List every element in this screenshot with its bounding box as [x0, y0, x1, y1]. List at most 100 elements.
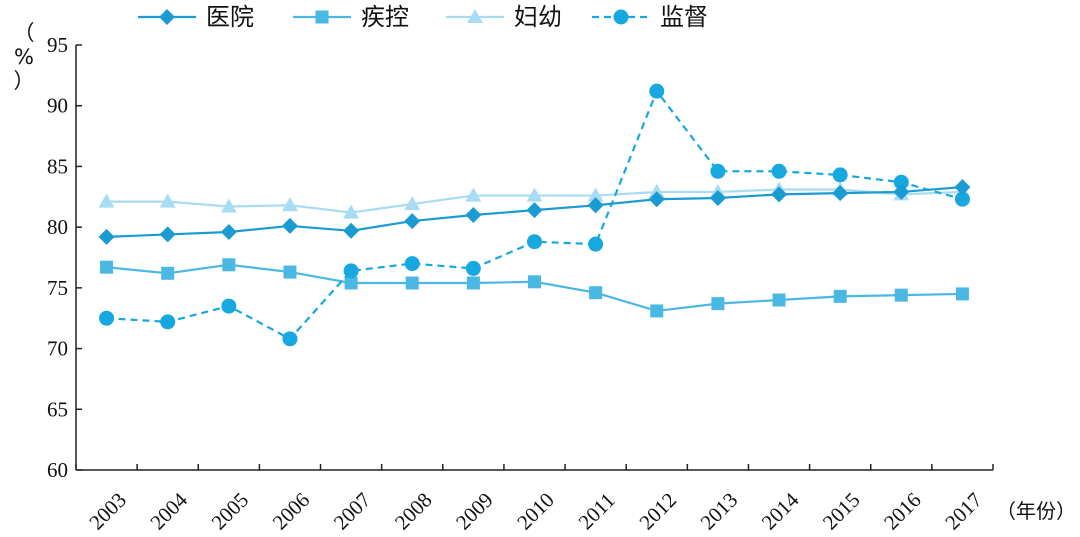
data-point: [954, 191, 970, 207]
y-tick-label: 80: [47, 215, 68, 239]
data-point: [588, 236, 604, 252]
x-tick-label: 2016: [879, 488, 926, 535]
y-tick-label: 75: [47, 276, 68, 300]
data-point: [281, 197, 298, 212]
data-point: [772, 293, 786, 307]
y-tick-label: 60: [47, 458, 68, 482]
legend-item: 疾控: [293, 3, 409, 31]
data-point: [893, 183, 910, 200]
legend-label: 医院: [206, 3, 254, 31]
data-point: [648, 191, 665, 208]
y-axis-title: （%）: [14, 21, 35, 93]
data-point: [587, 187, 604, 202]
axes: 60 65 70 75 80 85 90 95 2003 2004 2005 2006 2007 2008…: [47, 33, 994, 535]
legend-marker: [613, 9, 629, 25]
data-point: [343, 263, 359, 279]
x-tick-label: 2013: [696, 488, 743, 535]
data-point: [282, 331, 298, 347]
series-1: [100, 258, 969, 318]
data-point: [771, 163, 787, 179]
data-point: [405, 276, 419, 290]
data-point: [526, 187, 543, 202]
data-point: [466, 276, 480, 290]
data-point: [709, 190, 726, 206]
x-tick-label: 2005: [207, 488, 254, 535]
data-point: [100, 260, 114, 274]
data-point: [222, 258, 236, 272]
x-tick-label: 2008: [390, 488, 437, 535]
data-point: [587, 197, 604, 214]
data-point: [465, 207, 482, 223]
data-point: [526, 202, 543, 219]
y-axis-title-char: ）: [14, 69, 35, 93]
legend-marker: [467, 9, 483, 23]
data-point: [344, 276, 358, 290]
series-3: [99, 83, 970, 347]
data-point: [281, 217, 298, 234]
data-point: [648, 183, 665, 198]
data-point: [589, 286, 603, 300]
data-point: [528, 275, 541, 289]
data-point: [710, 163, 726, 179]
legend-label: 疾控: [361, 3, 409, 31]
x-tick-label: 2007: [329, 488, 376, 535]
data-point: [221, 298, 237, 314]
x-tick-label: 2014: [757, 487, 804, 534]
data-point: [711, 297, 725, 311]
legend: 医院 疾控 妇幼 监督: [138, 3, 708, 31]
data-point: [832, 185, 849, 202]
y-axis-title-char: %: [14, 45, 34, 69]
legend-marker: [315, 10, 329, 24]
legend-label: 监督: [660, 3, 708, 31]
data-point: [99, 310, 115, 326]
data-point: [649, 83, 665, 99]
legend-item: 监督: [592, 3, 708, 31]
data-point: [160, 314, 176, 330]
data-point: [161, 266, 175, 280]
x-tick-label: 2009: [451, 488, 498, 535]
x-axis-title: （年份）: [996, 500, 1076, 523]
data-point: [832, 167, 848, 183]
x-tick-label: 2004: [145, 487, 192, 534]
x-tick-label: 2012: [634, 488, 681, 535]
data-point: [465, 187, 482, 202]
data-point: [343, 204, 360, 219]
data-point: [771, 186, 788, 203]
data-point: [98, 193, 115, 208]
y-tick-label: 95: [47, 33, 68, 57]
y-tick-label: 85: [47, 154, 68, 178]
y-tick-label: 70: [47, 337, 68, 361]
data-point: [220, 198, 237, 213]
legend-label: 妇幼: [514, 3, 562, 31]
y-tick-label: 90: [47, 94, 68, 118]
data-point: [650, 304, 664, 318]
x-tick-label: 2017: [940, 488, 987, 535]
data-point: [954, 179, 971, 196]
legend-item: 妇幼: [446, 3, 562, 31]
x-tick-label: 2011: [574, 488, 620, 534]
data-point: [404, 213, 421, 230]
y-tick-label: 65: [47, 397, 68, 421]
data-point: [343, 222, 360, 239]
data-point: [955, 287, 969, 301]
series-0: [98, 179, 971, 245]
data-point: [159, 193, 176, 208]
data-point: [159, 226, 176, 243]
data-point: [893, 174, 909, 190]
data-point: [465, 260, 481, 276]
y-axis-title-char: （: [14, 21, 35, 45]
data-point: [98, 228, 115, 245]
data-point: [527, 234, 542, 250]
data-point: [894, 288, 908, 302]
data-point: [404, 256, 420, 272]
legend-item: 医院: [138, 3, 254, 31]
data-point: [220, 224, 237, 240]
x-tick-label: 2003: [84, 488, 131, 535]
x-tick-label: 2015: [818, 488, 865, 535]
series-layer: [98, 83, 971, 347]
x-tick-label: 2010: [512, 488, 559, 535]
data-point: [404, 196, 421, 211]
data-point: [833, 289, 847, 303]
x-tick-label: 2006: [268, 488, 315, 535]
